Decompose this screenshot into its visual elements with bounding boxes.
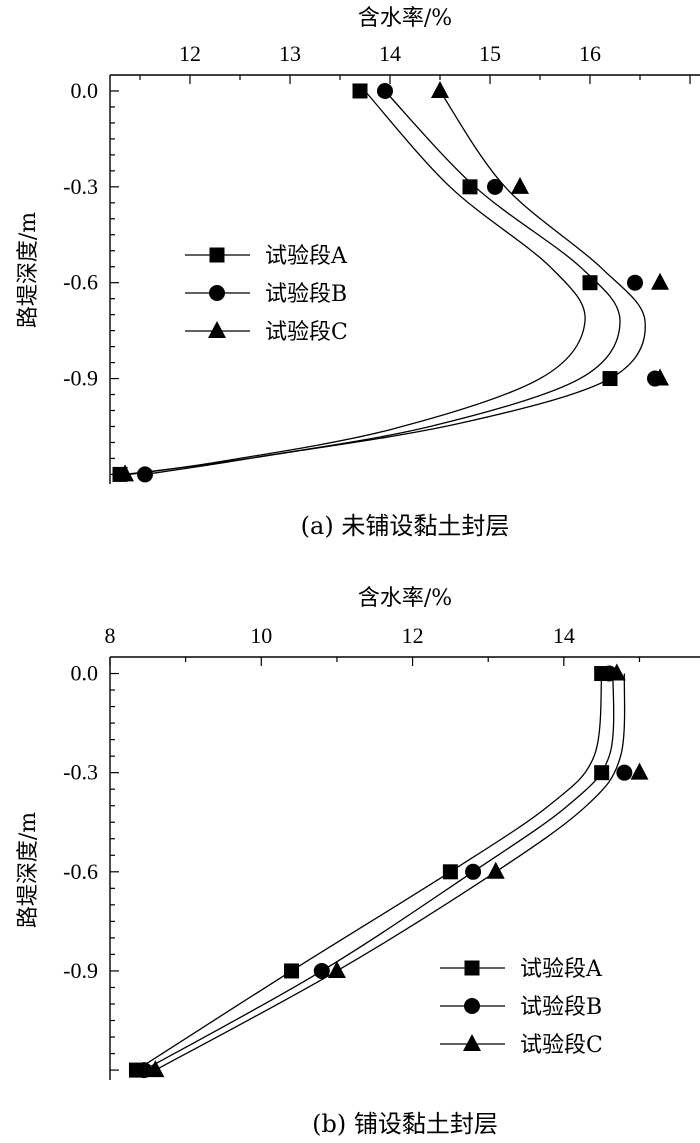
data-point xyxy=(116,464,134,482)
chart-panel-a: 含水率/% 路堤深度/m (a) 未铺设黏土封层 12 13 14 15 16 0.0 -0… xyxy=(16,6,700,540)
data-point xyxy=(627,274,643,291)
data-point xyxy=(146,1060,165,1078)
y-axis-title: 路堤深度/m xyxy=(16,212,41,328)
legend-marker xyxy=(464,960,480,976)
data-point xyxy=(352,83,368,99)
legend-marker xyxy=(464,998,480,1014)
series-line xyxy=(136,673,603,1071)
legend-marker xyxy=(463,1034,481,1051)
data-point xyxy=(511,176,529,194)
series-line xyxy=(129,90,646,476)
data-point xyxy=(486,861,505,879)
y-tick-label: -0.6 xyxy=(63,270,98,295)
x-tick-label: 16 xyxy=(579,41,601,66)
x-tick-label: 8 xyxy=(105,623,116,648)
panel-caption: (a) 未铺设黏土封层 xyxy=(301,512,510,540)
series-line xyxy=(124,90,586,476)
y-tick-label: 0.0 xyxy=(71,661,99,686)
data-point xyxy=(377,82,393,99)
x-tick-label: 10 xyxy=(250,623,272,648)
legend-label: 试验段C xyxy=(520,1033,603,1058)
y-tick-label: -0.3 xyxy=(63,760,98,785)
x-tick-label: 13 xyxy=(279,41,301,66)
panel-caption: (b) 铺设黏土封层 xyxy=(312,1110,498,1138)
y-axis-title: 路堤深度/m xyxy=(16,812,41,928)
data-point xyxy=(582,275,598,291)
data-point xyxy=(431,80,449,98)
y-tick-label: 0.0 xyxy=(71,78,99,103)
data-point xyxy=(465,863,482,880)
data-point xyxy=(616,764,633,781)
legend-label: 试验段B xyxy=(265,282,347,307)
data-point xyxy=(651,272,669,290)
data-point xyxy=(630,762,649,780)
data-point xyxy=(284,963,300,979)
legend-marker xyxy=(209,285,225,301)
legend-label: 试验段A xyxy=(265,244,348,269)
data-point xyxy=(651,368,669,386)
data-point xyxy=(487,178,503,195)
y-tick-label: -0.9 xyxy=(63,958,98,983)
x-tick-label: 12 xyxy=(179,41,201,66)
legend-label: 试验段B xyxy=(520,995,602,1020)
data-point xyxy=(607,663,626,681)
legend-marker xyxy=(208,321,226,338)
data-point xyxy=(313,962,330,979)
x-tick-label: 15 xyxy=(479,41,501,66)
x-axis-title: 含水率/% xyxy=(358,586,452,611)
legend-label: 试验段A xyxy=(520,957,603,982)
x-axis-title: 含水率/% xyxy=(358,6,452,31)
data-point xyxy=(462,179,478,195)
data-point xyxy=(137,466,153,483)
chart-panel-b: 含水率/% 路堤深度/m (b) 铺设黏土封层 8 10 12 14 0.0 -0.3 -0… xyxy=(16,586,700,1138)
series-line xyxy=(144,90,621,476)
y-tick-label: -0.9 xyxy=(63,366,98,391)
y-tick-label: -0.3 xyxy=(63,174,98,199)
x-tick-label: 14 xyxy=(379,41,401,66)
legend-label: 试验段C xyxy=(265,320,348,345)
x-tick-label: 12 xyxy=(402,623,424,648)
legend-marker xyxy=(209,247,225,263)
data-point xyxy=(442,864,458,880)
data-point xyxy=(327,960,346,978)
y-tick-label: -0.6 xyxy=(63,859,98,884)
x-tick-label: 14 xyxy=(553,623,575,648)
